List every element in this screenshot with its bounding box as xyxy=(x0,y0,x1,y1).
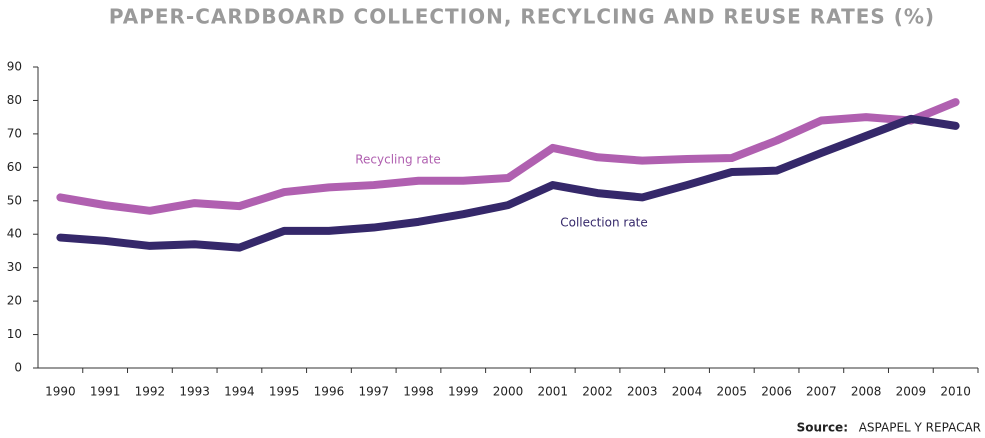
x-tick-label: 2005 xyxy=(717,385,748,399)
x-tick-label: 2004 xyxy=(672,385,703,399)
source: ASPAPEL Y REPACAR xyxy=(859,421,981,435)
x-tick-label: 2006 xyxy=(761,385,792,399)
y-tick-label: 10 xyxy=(7,327,22,341)
x-tick-label: 1996 xyxy=(314,385,345,399)
x-tick-label: 1999 xyxy=(448,385,479,399)
y-tick-label: 60 xyxy=(7,160,22,174)
y-tick-label: 30 xyxy=(7,260,22,274)
x-tick-label: 2010 xyxy=(940,385,971,399)
y-tick-label: 50 xyxy=(7,193,22,207)
x-tick-label: 1990 xyxy=(45,385,76,399)
x-tick-label: 2000 xyxy=(493,385,524,399)
source-label: Source: xyxy=(797,421,848,435)
x-tick-label: 1995 xyxy=(269,385,300,399)
chart-title: PAPER-CARDBOARD COLLECTION, RECYLCING AN… xyxy=(109,5,935,29)
y-tick-label: 90 xyxy=(7,60,22,74)
series-line xyxy=(56,98,960,215)
y-tick-label: 70 xyxy=(7,126,22,140)
x-tick-label: 1997 xyxy=(358,385,389,399)
x-tick-label: 1998 xyxy=(403,385,434,399)
x-tick-label: 2001 xyxy=(537,385,568,399)
y-tick-label: 20 xyxy=(7,294,22,308)
x-tick-label: 1993 xyxy=(179,385,210,399)
y-tick-label: 0 xyxy=(14,361,22,375)
x-tick-label: 2009 xyxy=(896,385,927,399)
x-tick-label: 2003 xyxy=(627,385,658,399)
x-tick-label: 1991 xyxy=(90,385,121,399)
x-tick-label: 2002 xyxy=(582,385,613,399)
x-tick-label: 2008 xyxy=(851,385,882,399)
x-tick-label: 1994 xyxy=(224,385,255,399)
series-label: Collection rate xyxy=(560,216,648,230)
y-tick-label: 40 xyxy=(7,227,22,241)
y-tick-label: 80 xyxy=(7,93,22,107)
x-tick-label: 2007 xyxy=(806,385,837,399)
series-line xyxy=(56,114,960,252)
x-tick-label: 1992 xyxy=(135,385,166,399)
series-label: Recycling rate xyxy=(355,153,441,167)
